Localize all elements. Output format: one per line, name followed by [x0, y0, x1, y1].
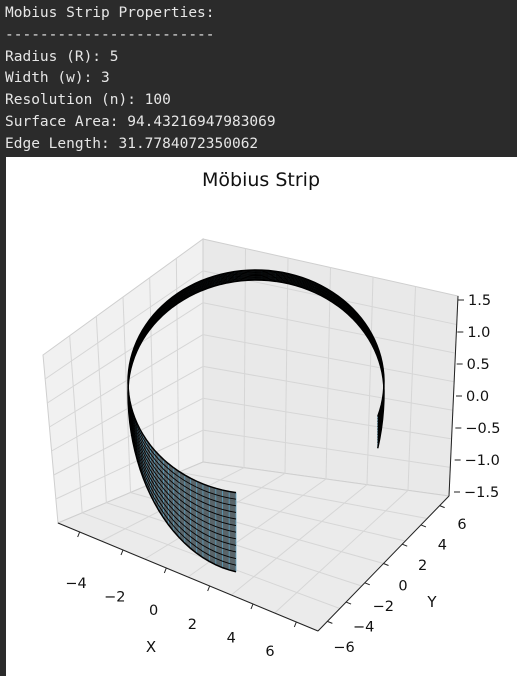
x-tick-label: 4	[227, 630, 236, 646]
y-tick-label: −4	[353, 620, 374, 636]
console-line: Width (w): 3	[5, 70, 110, 87]
x-axis-ticks: −4 −2 0 2 4 6	[65, 531, 297, 660]
console-line: ------------------------	[5, 26, 215, 43]
y-tick-label: 4	[438, 538, 447, 554]
wall-grid-line	[243, 248, 246, 468]
wall-grid-line	[149, 277, 156, 483]
x-tick-mark	[293, 621, 297, 628]
console-output: Mobius Strip Properties: ---------------…	[0, 0, 517, 157]
surface-mesh-line	[127, 277, 385, 560]
y-tick-label: 2	[418, 558, 427, 574]
z-tick-label: 1.5	[468, 293, 491, 309]
x-tick-mark	[120, 549, 124, 556]
mobius-surface	[127, 269, 385, 573]
surface-mesh-line	[127, 274, 385, 533]
y-tick-mark	[345, 601, 352, 605]
console-line: Edge Length: 31.7784072350062	[5, 135, 259, 152]
z-tick-label: 0.5	[467, 357, 490, 373]
surface-edge	[127, 269, 385, 494]
z-tick-label: 0.0	[466, 389, 489, 405]
console-line: Resolution (n): 100	[5, 92, 171, 109]
wall-grid-line	[122, 296, 131, 493]
chart-title: Möbius Strip	[202, 169, 320, 191]
console-line: Mobius Strip Properties:	[5, 5, 215, 21]
surface-mesh-line	[127, 273, 385, 527]
y-tick-mark	[420, 524, 427, 528]
y-tick-mark	[327, 620, 333, 624]
y-tick-mark	[364, 582, 370, 586]
x-tick-mark	[163, 567, 167, 574]
y-tick-mark	[402, 543, 408, 547]
y-tick-label: 6	[457, 517, 466, 533]
z-tick-label: 1.0	[467, 325, 490, 341]
surface-mesh-line	[127, 272, 385, 513]
x-axis-line	[57, 522, 319, 632]
surface-mesh-line	[127, 271, 385, 507]
z-tick-label: −0.5	[465, 421, 500, 437]
z-tick-label: −1.5	[464, 485, 499, 501]
console-line: Radius (R): 5	[5, 48, 119, 65]
wall-grid-line	[325, 267, 331, 480]
surface-mesh-line	[127, 275, 385, 540]
floor-grid-line	[178, 471, 428, 519]
x-tick-mark	[207, 585, 211, 592]
x-tick-label: 2	[188, 617, 197, 633]
surface-mesh-line	[127, 277, 385, 553]
wall-grid-line	[284, 257, 289, 474]
x-tick-label: 6	[265, 644, 274, 660]
z-tick-label: −1.0	[465, 453, 500, 469]
y-tick-label: −6	[333, 640, 354, 656]
y-tick-mark	[439, 505, 445, 509]
x-tick-mark	[250, 603, 254, 610]
wall-grid-line	[366, 276, 374, 485]
z-axis-line	[448, 295, 459, 497]
wall-grid-line	[95, 316, 107, 503]
z-axis-ticks: 1.5 1.0 0.5 0.0 −0.5 −1.0 −1.5	[454, 293, 501, 501]
x-tick-label: −2	[104, 590, 125, 606]
y-tick-label: 0	[398, 579, 407, 595]
wall-grid-line	[407, 286, 416, 491]
y-tick-label: −2	[373, 599, 394, 615]
x-tick-mark	[77, 531, 81, 538]
surface-mesh-line	[127, 276, 385, 546]
surface-mesh-line	[127, 272, 385, 520]
x-tick-label: −4	[65, 576, 86, 592]
y-axis-label: Y	[426, 593, 437, 611]
surface-edge	[127, 279, 385, 573]
console-line: Surface Area: 94.43216947983069	[5, 113, 276, 130]
x-tick-label: 0	[149, 603, 158, 619]
wall-grid-line	[69, 335, 83, 513]
x-axis-label: X	[146, 638, 156, 656]
y-tick-mark	[383, 563, 389, 566]
figure-canvas: Möbius Strip −4 −2 0 2 4 6 −6 −4 −2 0 2 4 6 1.5 1.0 0…	[6, 157, 517, 676]
